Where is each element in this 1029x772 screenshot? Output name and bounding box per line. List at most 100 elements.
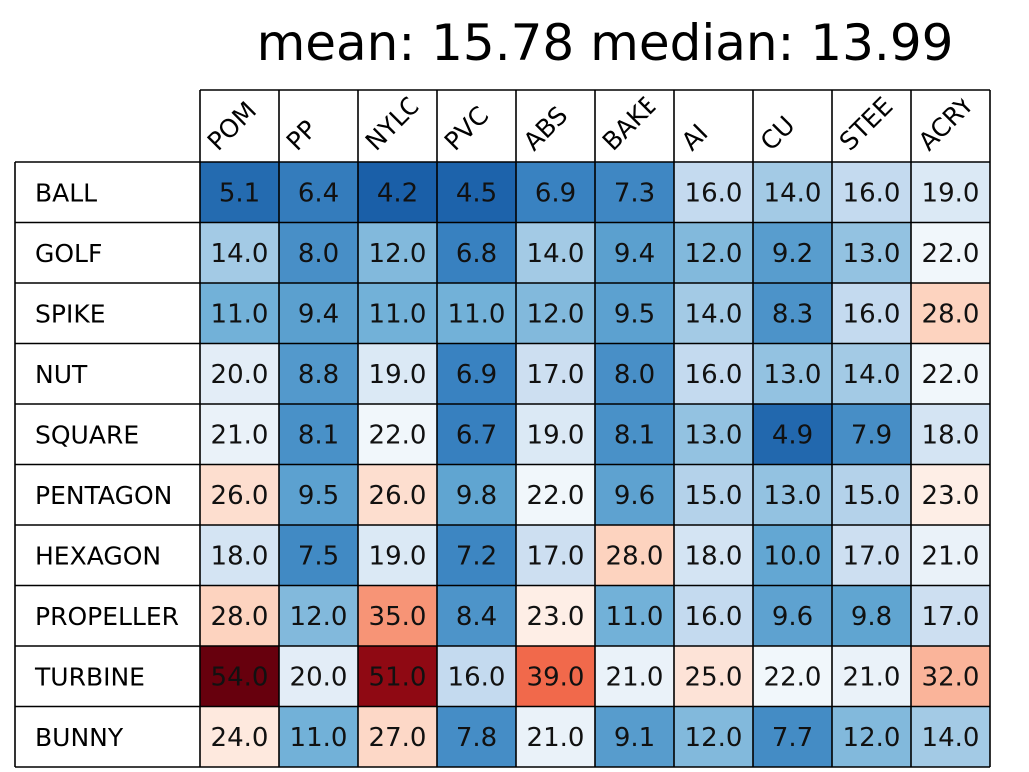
cell-value-label: 6.9 (456, 360, 497, 390)
column-label: STEEL (834, 81, 909, 156)
cell-value-label: 12.0 (843, 723, 901, 753)
cell-value-label: 11.0 (448, 299, 506, 329)
cell-value-label: 12.0 (369, 239, 427, 269)
cell-value-label: 11.0 (606, 602, 664, 632)
heatmap-cell (279, 706, 358, 767)
cell-value-label: 14.0 (211, 239, 269, 269)
heatmap-cell (832, 162, 911, 223)
heatmap-cell (279, 464, 358, 525)
heatmap-cell (358, 464, 437, 525)
cell-value-label: 16.0 (685, 178, 743, 208)
cell-value-label: 21.0 (211, 420, 269, 450)
heatmap-cell (911, 706, 990, 767)
heatmap-cell (832, 706, 911, 767)
heatmap-cell (832, 525, 911, 586)
cell-value-label: 17.0 (527, 360, 585, 390)
column-label: PP (281, 114, 323, 156)
heatmap-cell (753, 343, 832, 404)
cell-value-label: 22.0 (922, 360, 980, 390)
heatmap-cell (516, 283, 595, 344)
cell-value-label: 16.0 (843, 178, 901, 208)
column-label: AI (676, 118, 714, 156)
cell-value-label: 8.3 (772, 299, 813, 329)
heatmap-cell (674, 646, 753, 707)
cell-value-label: 54.0 (211, 662, 269, 692)
cell-value-label: 4.2 (377, 178, 418, 208)
heatmap-cell (358, 525, 437, 586)
cell-value-label: 7.5 (298, 541, 339, 571)
heatmap-cell (200, 525, 279, 586)
heatmap-cell (200, 283, 279, 344)
column-label: PVC (439, 101, 495, 157)
cell-value-label: 19.0 (922, 178, 980, 208)
row-label: BUNNY (35, 723, 124, 752)
column-label: ABS (518, 101, 574, 157)
heatmap-cell (753, 585, 832, 646)
cell-value-label: 15.0 (843, 481, 901, 511)
row-label: TURBINE (34, 662, 145, 691)
row-label: GOLF (35, 239, 102, 268)
cell-value-label: 16.0 (685, 360, 743, 390)
heatmap-cell (358, 404, 437, 465)
cell-value-label: 24.0 (211, 723, 269, 753)
heatmap-cell (200, 343, 279, 404)
cell-value-label: 12.0 (527, 299, 585, 329)
heatmap-cell (437, 343, 516, 404)
chart-title: mean: 15.78 median: 13.99 (256, 14, 954, 72)
heatmap-cell (674, 464, 753, 525)
cell-value-label: 19.0 (369, 360, 427, 390)
cell-value-label: 10.0 (764, 541, 822, 571)
cell-value-label: 20.0 (211, 360, 269, 390)
heatmap-cell (279, 162, 358, 223)
cell-value-label: 14.0 (764, 178, 822, 208)
heatmap-cell (674, 706, 753, 767)
heatmap-cell (516, 646, 595, 707)
heatmap-cell (279, 404, 358, 465)
cell-value-label: 51.0 (369, 662, 427, 692)
heatmap-cell (200, 464, 279, 525)
heatmap-cell (832, 464, 911, 525)
heatmap-cell (516, 222, 595, 283)
cell-value-label: 20.0 (290, 662, 348, 692)
heatmap-cell (279, 222, 358, 283)
heatmap-cell (200, 585, 279, 646)
heatmap-cell (437, 706, 516, 767)
cell-value-label: 9.1 (614, 723, 655, 753)
heatmap-cell (516, 162, 595, 223)
heatmap-cell (595, 162, 674, 223)
cell-value-label: 32.0 (922, 662, 980, 692)
heatmap-cell (358, 162, 437, 223)
cell-value-label: 6.4 (298, 178, 339, 208)
heatmap-cell (516, 585, 595, 646)
cell-value-label: 5.1 (219, 178, 260, 208)
heatmap-cell (674, 343, 753, 404)
cell-value-label: 13.0 (685, 420, 743, 450)
heatmap-cell (595, 464, 674, 525)
cell-value-label: 19.0 (369, 541, 427, 571)
heatmap-cell (753, 706, 832, 767)
cell-value-label: 35.0 (369, 602, 427, 632)
column-label: POM (202, 96, 262, 156)
heatmap-cell (595, 283, 674, 344)
heatmap-cell (437, 222, 516, 283)
heatmap-cell (753, 525, 832, 586)
heatmap-cell (279, 585, 358, 646)
cell-value-label: 22.0 (369, 420, 427, 450)
heatmap-cell (437, 525, 516, 586)
cell-value-label: 14.0 (843, 360, 901, 390)
cell-value-label: 18.0 (211, 541, 269, 571)
cell-value-label: 17.0 (527, 541, 585, 571)
heatmap-cell (911, 585, 990, 646)
heatmap-cell (516, 464, 595, 525)
heatmap-cell (595, 706, 674, 767)
cell-value-label: 9.6 (772, 602, 813, 632)
row-label: HEXAGON (35, 541, 161, 570)
heatmap-cell (595, 585, 674, 646)
column-label: CU (755, 110, 801, 156)
heatmap-cell (279, 343, 358, 404)
cell-value-label: 7.9 (851, 420, 892, 450)
heatmap-cell (200, 646, 279, 707)
heatmap-cell (753, 646, 832, 707)
heatmap-cell (911, 404, 990, 465)
